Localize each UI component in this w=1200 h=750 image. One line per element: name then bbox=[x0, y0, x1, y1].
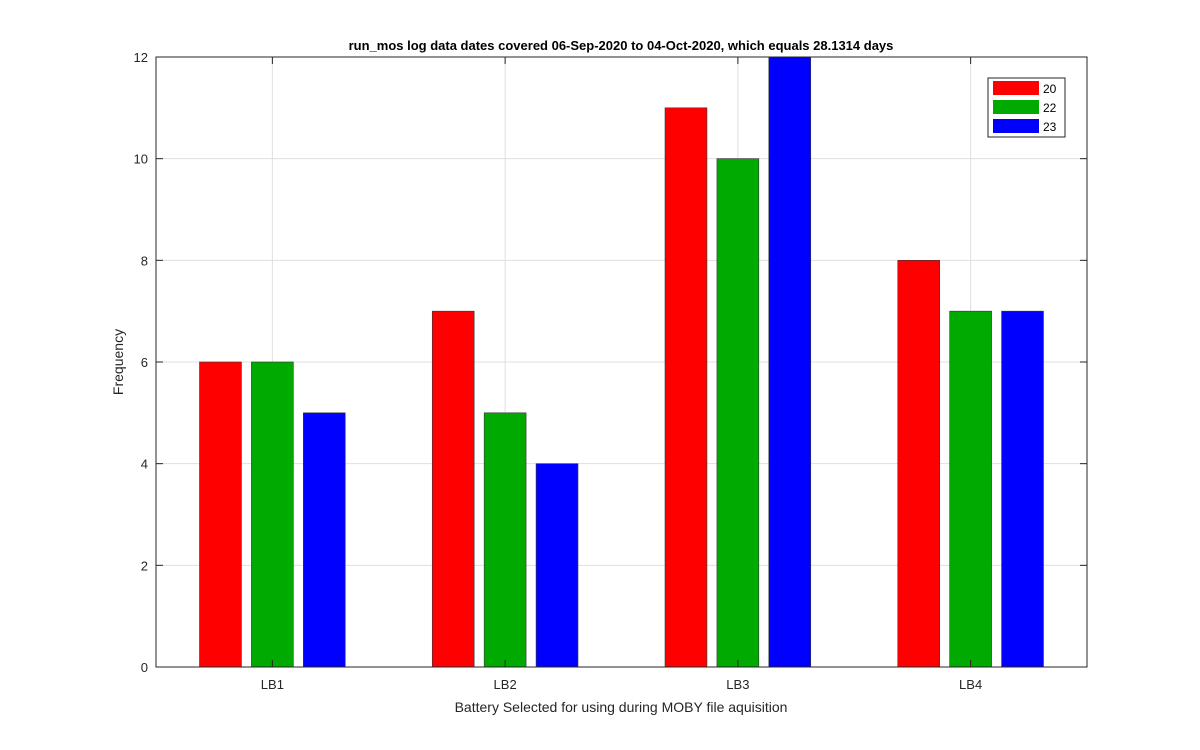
y-axis-title: Frequency bbox=[110, 329, 126, 395]
x-tick-label: LB1 bbox=[261, 677, 284, 692]
bar bbox=[251, 361, 294, 668]
bar bbox=[768, 56, 812, 668]
bar bbox=[716, 158, 760, 668]
y-tick-label: 8 bbox=[141, 253, 148, 268]
bar bbox=[535, 463, 579, 668]
y-tick-label: 10 bbox=[134, 152, 148, 167]
legend-swatch bbox=[993, 119, 1039, 133]
y-tick-label: 2 bbox=[141, 558, 148, 573]
y-tick-label: 0 bbox=[141, 660, 148, 675]
legend-swatch bbox=[993, 81, 1039, 95]
bar bbox=[664, 107, 708, 668]
x-axis-title: Battery Selected for using during MOBY f… bbox=[455, 699, 788, 715]
chart-title: run_mos log data dates covered 06-Sep-20… bbox=[349, 38, 894, 53]
y-tick-label: 6 bbox=[141, 355, 148, 370]
x-tick-label: LB4 bbox=[959, 677, 982, 692]
bar bbox=[483, 412, 527, 668]
bar bbox=[199, 361, 242, 668]
bar bbox=[303, 412, 346, 668]
bar bbox=[1001, 310, 1044, 668]
bar bbox=[949, 310, 992, 668]
legend: 20 22 23 bbox=[987, 77, 1066, 138]
legend-label: 22 bbox=[1043, 101, 1057, 115]
legend-swatch bbox=[993, 100, 1039, 114]
y-tick-label: 4 bbox=[141, 457, 148, 472]
bar bbox=[897, 260, 940, 668]
legend-label: 20 bbox=[1043, 82, 1057, 96]
ticks: 0 2 4 6 8 10 12 LB1 LB2 LB3 LB4 bbox=[134, 50, 1087, 692]
y-tick-label: 12 bbox=[134, 50, 148, 65]
bars bbox=[199, 56, 1044, 668]
legend-label: 23 bbox=[1043, 120, 1057, 134]
x-tick-label: LB3 bbox=[726, 677, 749, 692]
bar bbox=[431, 310, 475, 668]
x-tick-label: LB2 bbox=[494, 677, 517, 692]
